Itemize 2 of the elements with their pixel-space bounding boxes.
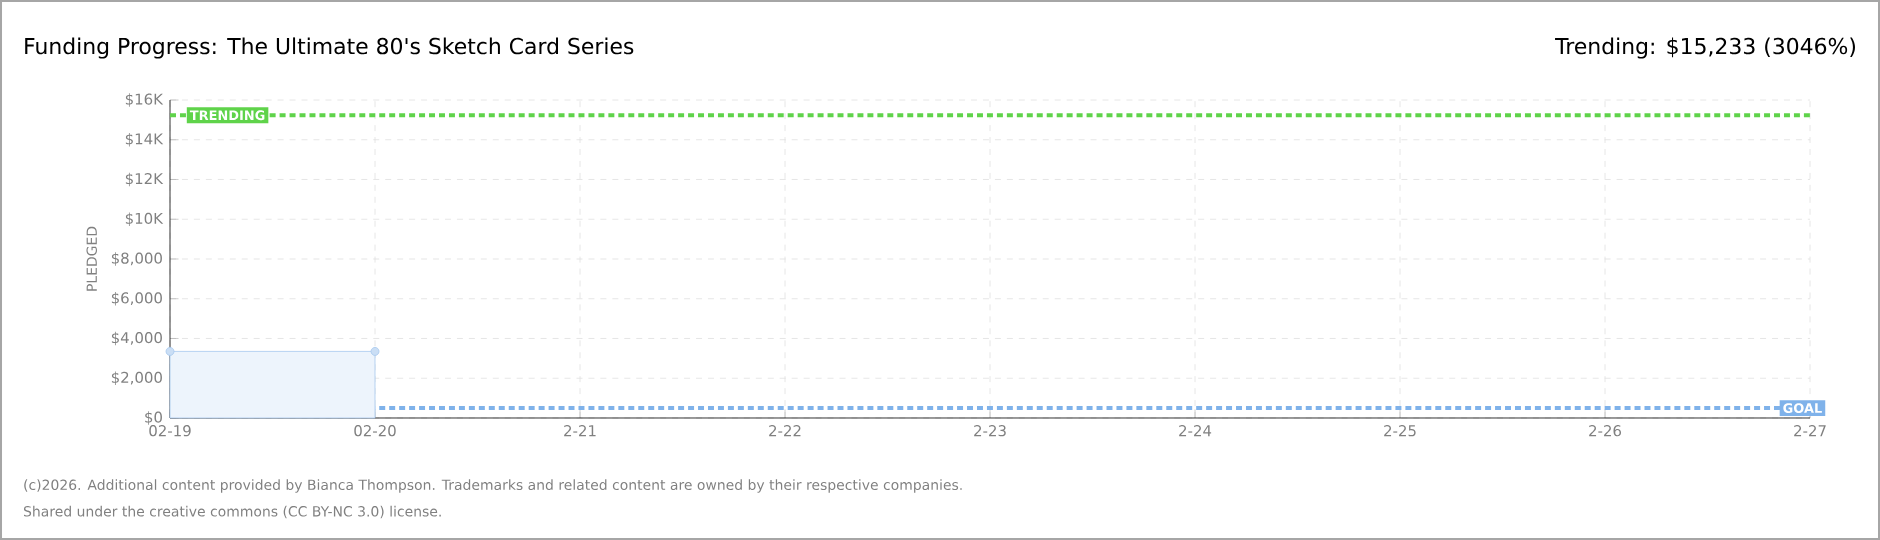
chart-subtitle: Trending: $15,233 (3046%) <box>1555 37 1856 59</box>
chart-title: Funding Progress: The Ultimate 80's Sketch Card Series <box>25 37 634 59</box>
